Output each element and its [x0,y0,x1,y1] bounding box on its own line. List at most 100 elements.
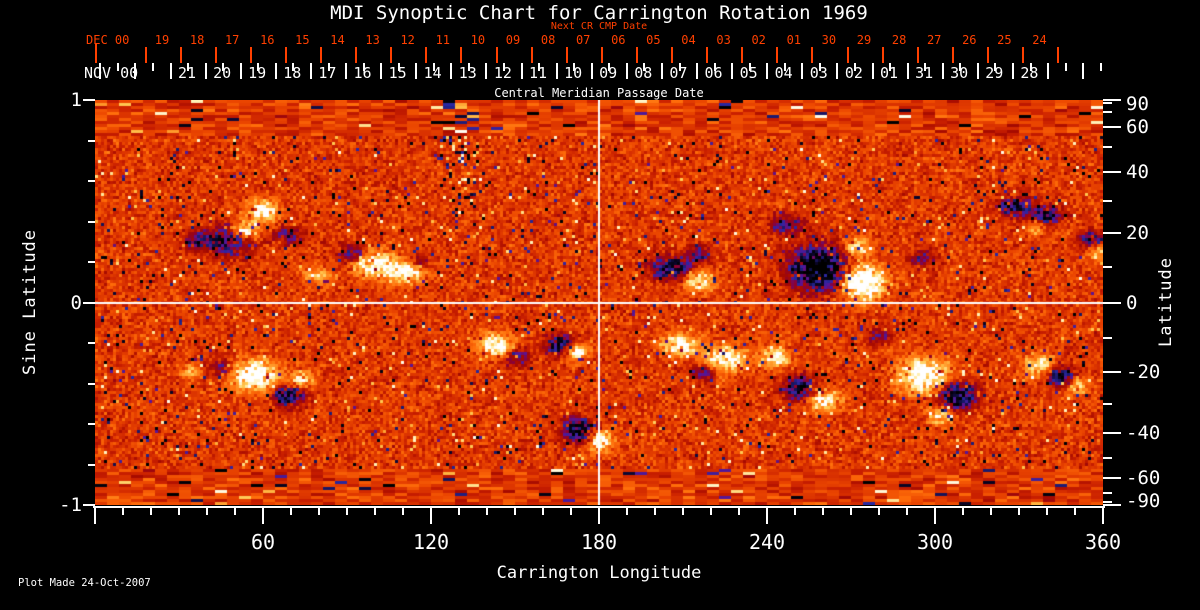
latitude-tick-label: -40 [1126,421,1161,444]
next-cr-tick [1022,47,1024,63]
cmp-tick [678,63,681,71]
cmp-tick [380,63,383,79]
x-axis-tick [458,508,460,515]
x-axis-line [93,506,1105,508]
next-cr-tick [249,47,252,63]
cmp-tick [152,63,154,71]
cmp-tick [976,63,979,79]
x-axis-tick [318,508,320,515]
x-axis-tick [878,508,880,515]
cmp-tick-label: 03 [809,64,828,82]
x-axis-tick [94,508,96,524]
x-axis-tick-label: 360 [1084,530,1122,554]
latitude-tick [1103,491,1112,494]
x-axis-tick [626,508,628,515]
latitude-tick [1103,456,1112,459]
cmp-tick [836,63,839,79]
x-axis-tick [374,508,376,515]
next-cr-tick [811,47,814,63]
next-cr-tick-label: 10 [470,33,486,47]
cmp-tick-label: 08 [634,64,653,82]
next-cr-tick-label: 26 [962,33,977,47]
cmp-tick-label: 28 [1020,64,1039,82]
latitude-tick-label: 60 [1126,116,1149,139]
latitude-tick [1103,402,1112,405]
latitude-tick-label: -60 [1126,466,1161,489]
x-axis-tick-label: 180 [580,530,618,554]
cmp-tick [450,63,453,79]
cmp-tick [169,63,172,79]
x-axis-tick [346,508,348,515]
cmp-tick [222,63,225,71]
latitude-tick [1103,431,1121,434]
next-cr-tick [214,47,217,63]
x-axis-tick [402,508,404,515]
next-cr-tick [776,47,779,63]
cmp-tick [116,63,119,71]
x-axis-tick [682,508,684,515]
x-axis-tick-label: 120 [412,530,450,554]
next-cr-tick-label: 02 [751,33,766,47]
sine-latitude-tick [88,342,95,344]
latitude-tick [1103,301,1121,304]
cmp-tick-label: 21 [177,64,197,82]
next-cr-tick-label: 09 [505,33,521,47]
next-cr-tick [916,47,919,63]
cmp-tick [959,63,962,71]
next-cr-tick [635,47,638,63]
x-axis-tick [822,508,824,515]
next-cr-tick [425,47,428,63]
sine-latitude-tick [88,261,95,263]
x-axis-tick [290,508,292,515]
cmp-tick [204,63,207,79]
next-cr-tick-label: 13 [365,33,380,47]
cmp-tick-label: 07 [669,64,688,82]
cmp-tick [432,63,435,71]
next-cr-month-label: DEC 00 [86,33,130,47]
latitude-tick-label: 40 [1126,161,1149,184]
cmp-tick [362,63,365,71]
next-cr-tick-label: 05 [646,33,661,47]
next-cr-tick [179,47,182,63]
x-axis-tick [906,508,908,515]
cmp-tick [187,63,190,71]
x-axis-tick [850,508,852,515]
cmp-tick-label: 11 [528,64,548,82]
cmp-tick [538,63,541,71]
x-axis-tick [1074,508,1076,515]
cmp-month-label: NOV 00 [84,64,139,82]
sine-latitude-tick-label: 0 [70,291,82,314]
next-cr-tick-label: 11 [435,33,451,47]
x-axis-tick [486,508,488,515]
next-cr-tick-label: 25 [997,33,1012,47]
cmp-tick-label: 19 [248,64,267,82]
cmp-tick [520,63,523,79]
next-cr-tick-label: 14 [330,33,345,47]
latitude-tick [1103,126,1121,129]
latitude-tick [1103,146,1112,149]
x-axis-tick [234,508,236,515]
cmp-tick [696,63,699,79]
cmp-tick [1099,63,1102,71]
latitude-tick [1103,476,1121,479]
x-axis-tick [990,508,992,515]
cmp-tick [994,63,997,71]
cmp-tick-label: 16 [353,64,372,82]
latitude-tick [1103,171,1121,174]
sine-latitude-tick [88,220,95,223]
cmp-tick-label: 30 [950,64,969,82]
x-axis-tick [542,508,544,515]
cmp-tick [573,63,576,71]
cmp-tick [643,63,646,71]
cmp-tick [924,63,927,71]
next-cr-tick [284,47,287,63]
cmp-tick [345,63,348,79]
latitude-tick-label: -90 [1126,490,1161,512]
x-axis-tick [738,508,740,515]
cmp-tick [1047,63,1050,79]
next-cr-tick [320,47,322,63]
next-cr-tick-label: 03 [716,33,731,47]
cmp-tick [625,63,628,79]
cmp-tick [608,63,611,71]
cmp-tick-label: 01 [879,64,899,82]
